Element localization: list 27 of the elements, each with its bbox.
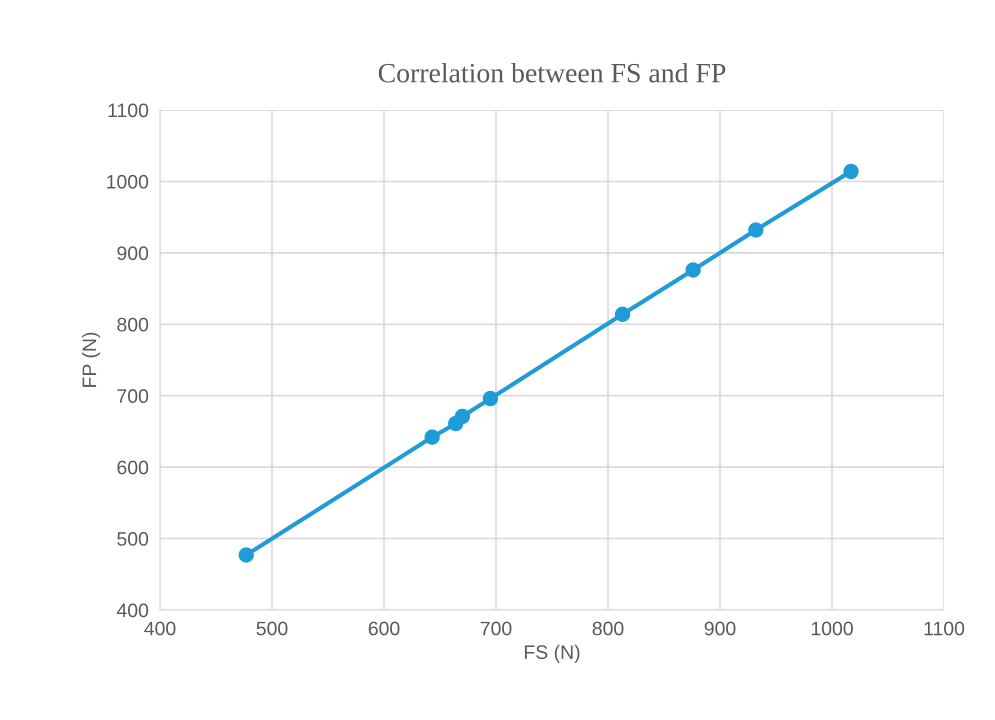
point — [843, 164, 859, 180]
point — [614, 306, 630, 322]
x-tick-label: 1100 — [924, 622, 964, 636]
point — [454, 408, 470, 424]
y-tick-label: 600 — [117, 460, 148, 474]
y-tick-label: 800 — [117, 318, 148, 332]
y-tick-label: 500 — [117, 532, 148, 546]
x-tick-label: 500 — [256, 622, 288, 636]
x-tick-label: 700 — [480, 622, 512, 636]
point — [238, 547, 254, 563]
point — [482, 390, 498, 406]
x-tick-label: 600 — [368, 622, 400, 636]
x-tick-label: 1000 — [812, 622, 853, 636]
x-axis-title: FS (N) — [524, 644, 580, 663]
point — [685, 262, 701, 278]
point — [424, 430, 440, 445]
y-axis-title: FP (N) — [82, 332, 100, 387]
chart-title: Correlation between FS and FP — [378, 62, 726, 82]
y-tick-label: 700 — [117, 389, 148, 403]
x-tick-label: 900 — [704, 622, 736, 636]
point — [748, 222, 764, 238]
y-tick-label: 1100 — [108, 103, 148, 118]
y-tick-label: 900 — [117, 246, 148, 260]
y-tick-label: 1000 — [107, 174, 148, 189]
x-tick-label: 800 — [592, 622, 624, 636]
y-tick-label: 400 — [116, 603, 148, 618]
x-tick-label: 400 — [144, 622, 176, 636]
